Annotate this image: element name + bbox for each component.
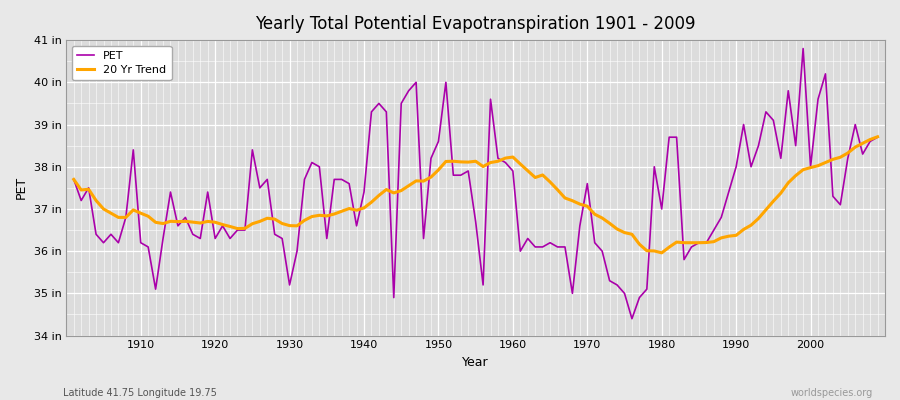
Legend: PET, 20 Yr Trend: PET, 20 Yr Trend (72, 46, 172, 80)
PET (292, 249, 302, 254)
20 Yr Trend (292, 224, 302, 228)
20 Yr Trend (128, 208, 139, 212)
20 Yr Trend (68, 177, 79, 182)
Title: Yearly Total Potential Evapotranspiration 1901 - 2009: Yearly Total Potential Evapotranspiratio… (256, 15, 696, 33)
Y-axis label: PET: PET (15, 176, 28, 200)
Line: PET: PET (74, 48, 878, 319)
20 Yr Trend (500, 156, 511, 160)
20 Yr Trend (656, 250, 667, 255)
PET (128, 148, 139, 152)
PET (500, 160, 511, 165)
PET (68, 177, 79, 182)
Text: Latitude 41.75 Longitude 19.75: Latitude 41.75 Longitude 19.75 (63, 388, 217, 398)
PET (626, 316, 637, 321)
PET (508, 168, 518, 173)
PET (337, 177, 347, 182)
20 Yr Trend (597, 216, 608, 220)
PET (597, 249, 608, 254)
20 Yr Trend (508, 155, 518, 160)
Text: worldspecies.org: worldspecies.org (791, 388, 873, 398)
PET (872, 135, 883, 140)
20 Yr Trend (872, 134, 883, 139)
Line: 20 Yr Trend: 20 Yr Trend (74, 137, 878, 253)
PET (797, 46, 808, 51)
X-axis label: Year: Year (463, 356, 489, 369)
20 Yr Trend (337, 209, 347, 214)
